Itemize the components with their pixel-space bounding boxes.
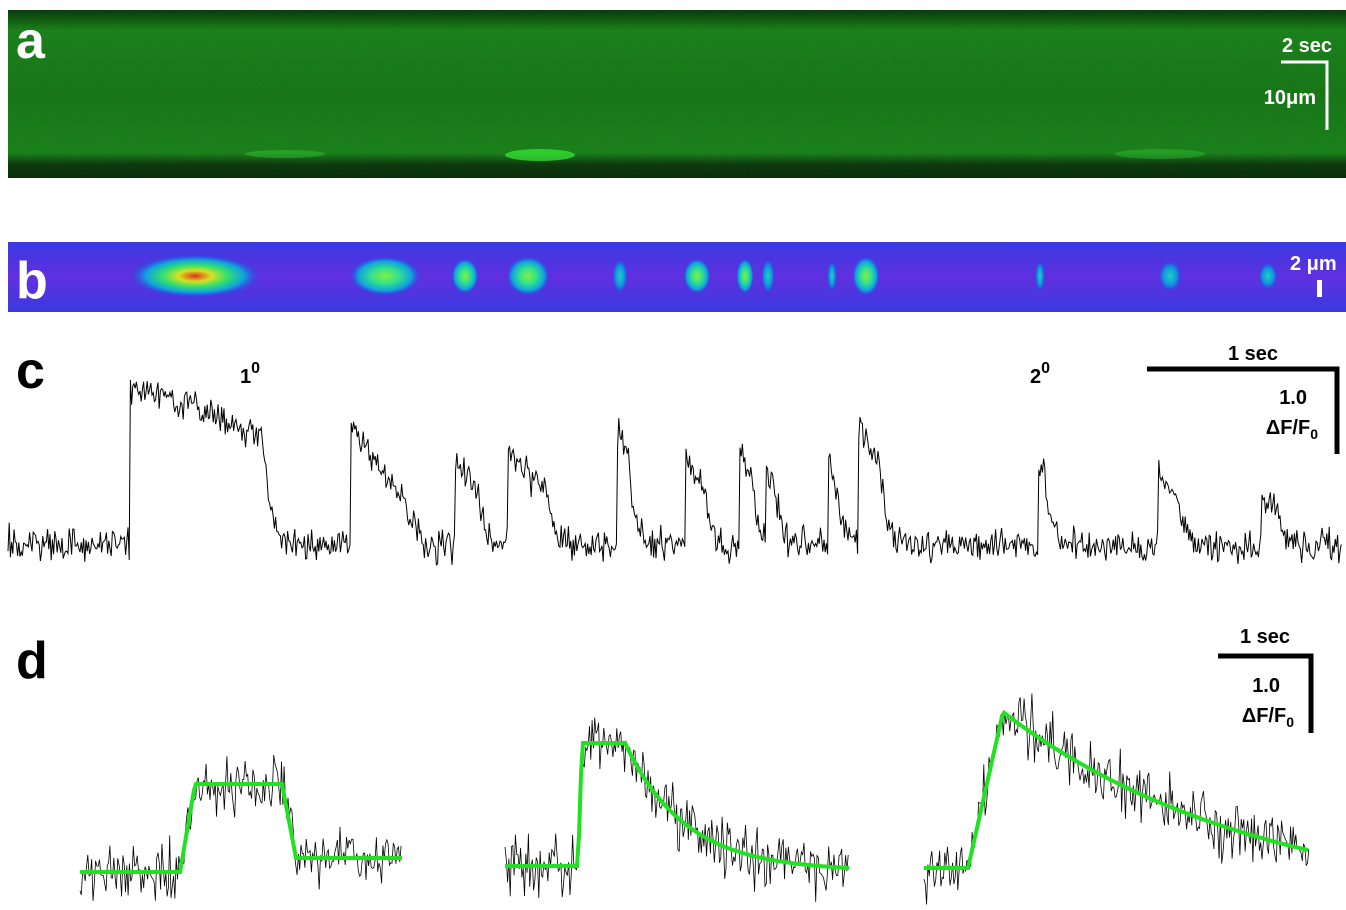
annotation: 20	[1030, 360, 1050, 388]
fit-curve	[924, 709, 1309, 870]
spark	[827, 260, 837, 292]
trace	[79, 755, 402, 901]
scale-bar	[1218, 653, 1314, 733]
scale-bar	[1147, 366, 1340, 454]
scale-amplitude: 1.0	[1279, 387, 1307, 409]
spark	[505, 149, 575, 161]
spark	[1158, 260, 1182, 292]
trace	[504, 717, 849, 902]
panel-d: d 1 sec 1.0 ΔF/F0	[16, 626, 1314, 905]
panel-label: b	[16, 252, 48, 310]
spark	[761, 258, 775, 294]
spark	[736, 258, 754, 294]
spark	[245, 150, 325, 158]
panel-c: c 10 20 1 sec 1.0 ΔF/F0	[7, 342, 1342, 566]
spark	[1258, 262, 1278, 290]
spark	[1035, 260, 1045, 292]
spark	[612, 258, 628, 294]
spark	[349, 256, 421, 296]
trace	[7, 379, 1342, 566]
scale-length: 2 μm	[1290, 253, 1337, 275]
fit-curve	[505, 741, 850, 870]
spark	[451, 258, 479, 294]
scale-bar	[1281, 60, 1329, 130]
spark	[1115, 149, 1205, 159]
scale-unit: ΔF/F0	[1266, 417, 1318, 442]
scale-bar	[1317, 280, 1322, 297]
panel-label: d	[16, 632, 48, 690]
panel-label: a	[16, 12, 46, 70]
scale-length: 10μm	[1264, 87, 1316, 109]
scale-time: 2 sec	[1282, 35, 1332, 57]
panel-a: a 2 sec 10μm	[8, 10, 1346, 178]
scale-unit: ΔF/F0	[1242, 705, 1294, 730]
scale-amplitude: 1.0	[1252, 675, 1280, 697]
spark	[683, 258, 711, 294]
spark	[852, 256, 880, 296]
image-noise	[8, 10, 1346, 178]
fit-curve	[80, 782, 402, 874]
scale-time: 1 sec	[1240, 626, 1290, 648]
scale-time: 1 sec	[1228, 343, 1278, 365]
panel-b: b 2 μm	[8, 242, 1346, 312]
annotation: 10	[240, 360, 260, 388]
spark	[129, 254, 261, 298]
spark	[506, 256, 550, 296]
panel-label: c	[16, 342, 45, 400]
